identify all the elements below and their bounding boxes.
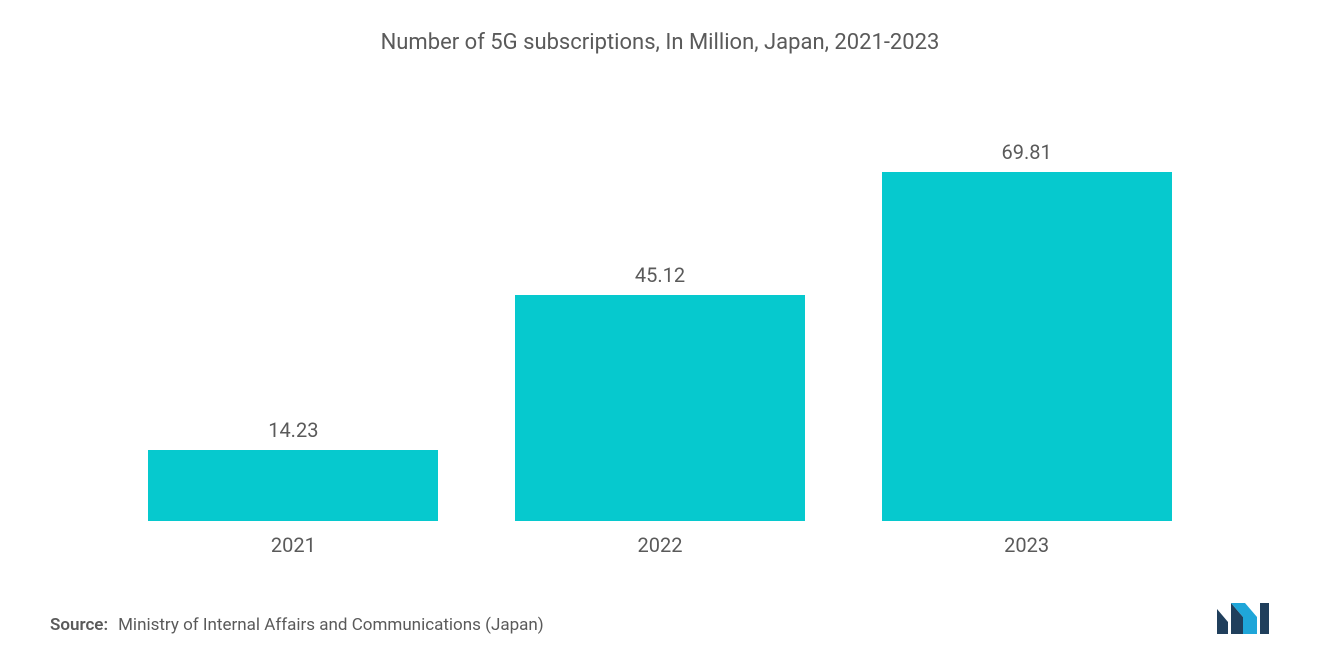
bar [515, 295, 805, 521]
bar-group: 45.12 [515, 263, 805, 521]
bar-value-label: 45.12 [635, 263, 685, 287]
chart-footer: Source: Ministry of Internal Affairs and … [50, 597, 1270, 645]
source-label: Source: [50, 615, 108, 635]
bar-value-label: 69.81 [1002, 140, 1052, 164]
bar-group: 69.81 [882, 140, 1172, 521]
source-text: Ministry of Internal Affairs and Communi… [118, 615, 544, 635]
plot-area: 14.23 45.12 69.81 [50, 65, 1270, 521]
bar-group: 14.23 [148, 418, 438, 521]
brand-logo-icon [1216, 597, 1270, 635]
chart-title: Number of 5G subscriptions, In Million, … [50, 30, 1270, 55]
x-axis: 2021 2022 2023 [50, 521, 1270, 557]
bar [148, 450, 438, 521]
source-line: Source: Ministry of Internal Affairs and … [50, 615, 544, 635]
x-axis-label: 2022 [515, 533, 805, 557]
x-axis-label: 2021 [148, 533, 438, 557]
x-axis-label: 2023 [882, 533, 1172, 557]
bar [882, 172, 1172, 521]
chart-container: Number of 5G subscriptions, In Million, … [0, 0, 1320, 665]
bar-value-label: 14.23 [268, 418, 318, 442]
